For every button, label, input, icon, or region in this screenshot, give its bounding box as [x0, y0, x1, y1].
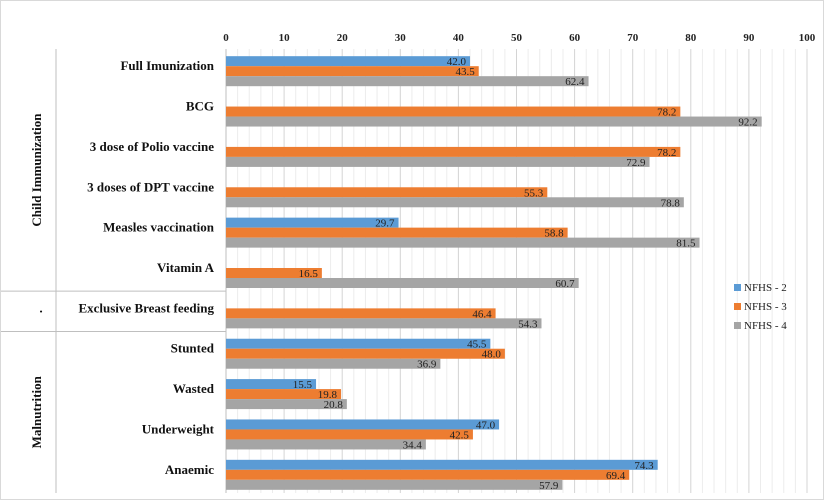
x-tick-label: 10 [279, 32, 291, 44]
data-label: 78.2 [657, 147, 676, 159]
bar [226, 197, 684, 208]
x-tick-label: 70 [627, 32, 639, 44]
data-label: 42.5 [450, 429, 470, 441]
x-tick-label: 30 [395, 32, 407, 44]
bar [226, 227, 568, 238]
x-tick-label: 0 [223, 32, 229, 44]
bar [226, 76, 589, 87]
x-tick-label: 20 [337, 32, 349, 44]
data-label: 48.0 [482, 349, 502, 361]
bar [226, 399, 347, 410]
bar [226, 56, 471, 67]
bar [226, 459, 658, 470]
data-label: 42.0 [447, 56, 467, 68]
data-label: 78.2 [657, 107, 676, 119]
data-label: 15.5 [293, 379, 313, 391]
category-label: Underweight [142, 421, 215, 436]
x-tick-label: 100 [799, 32, 816, 44]
data-label: 58.8 [544, 228, 564, 240]
data-label: 69.4 [606, 470, 626, 482]
data-label: 19.8 [318, 389, 338, 401]
data-label: 74.3 [634, 460, 654, 472]
bar [226, 389, 342, 400]
bar [226, 318, 542, 329]
category-label: Vitamin A [157, 260, 215, 275]
category-label: Anaemic [165, 462, 214, 477]
bar [226, 348, 505, 359]
bar [226, 469, 630, 480]
data-label: 34.4 [403, 439, 423, 451]
group-label: Malnutrition [29, 375, 44, 448]
bar [226, 146, 681, 157]
bar [226, 308, 496, 319]
data-label: 55.3 [524, 187, 544, 199]
category-label: Measles vaccination [103, 220, 215, 235]
data-label: 57.9 [539, 480, 559, 492]
bar [226, 479, 563, 490]
data-label: 47.0 [476, 419, 496, 431]
bar [226, 338, 491, 349]
bar [226, 439, 426, 450]
group-label: · [39, 303, 43, 318]
legend-label: NFHS - 4 [744, 320, 787, 332]
bar [226, 419, 500, 430]
x-tick-label: 90 [743, 32, 755, 44]
data-label: 45.5 [467, 339, 487, 351]
category-label: Wasted [173, 381, 215, 396]
data-label: 20.8 [324, 399, 344, 411]
bar [226, 156, 650, 167]
x-tick-label: 50 [511, 32, 523, 44]
legend-label: NFHS - 3 [744, 301, 787, 313]
bar [226, 379, 317, 390]
x-tick-label: 80 [685, 32, 697, 44]
bar [226, 66, 479, 77]
bar [226, 278, 579, 288]
category-label: BCG [186, 99, 214, 114]
data-label: 29.7 [375, 218, 395, 230]
category-label: Exclusive Breast feeding [78, 300, 214, 315]
x-tick-label: 60 [569, 32, 581, 44]
category-label: 3 doses of DPT vaccine [87, 179, 214, 194]
data-label: 36.9 [417, 359, 437, 371]
data-label: 60.7 [555, 278, 575, 290]
data-label: 54.3 [518, 318, 538, 330]
data-label: 92.2 [738, 117, 757, 129]
bar [226, 217, 399, 228]
data-label: 81.5 [676, 238, 696, 250]
bar [226, 429, 473, 440]
bar [226, 187, 548, 198]
category-label: Full Imunization [120, 58, 214, 73]
data-label: 78.8 [661, 197, 681, 209]
bar [226, 237, 700, 248]
legend-swatch [734, 322, 741, 329]
data-label: 43.5 [455, 66, 475, 78]
bar [226, 106, 681, 117]
legend-swatch [734, 284, 741, 291]
data-label: 16.5 [299, 268, 319, 280]
data-label: 62.4 [565, 76, 585, 88]
data-label: 72.9 [626, 157, 646, 169]
legend-label: NFHS - 2 [744, 282, 787, 294]
group-label: Child Immunization [29, 113, 44, 227]
x-tick-label: 40 [453, 32, 465, 44]
category-label: 3 dose of Polio vaccine [90, 139, 214, 154]
bar [226, 116, 762, 127]
category-label: Stunted [171, 341, 215, 356]
legend-swatch [734, 303, 741, 310]
bar [226, 268, 322, 278]
data-label: 46.4 [472, 308, 492, 320]
bar [226, 358, 441, 369]
